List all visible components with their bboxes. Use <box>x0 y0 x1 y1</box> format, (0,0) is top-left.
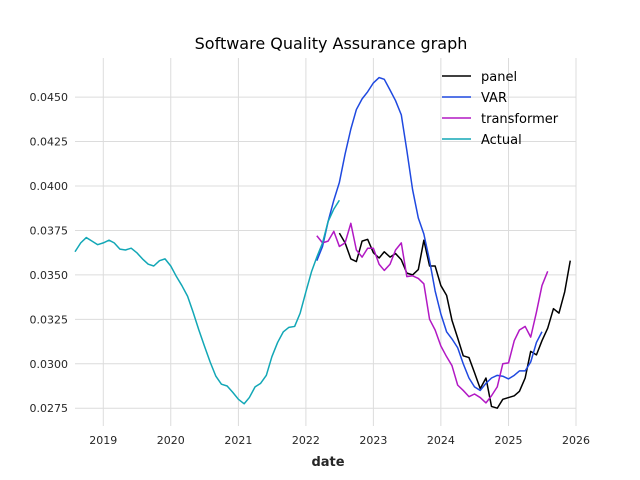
series-line-transformer <box>316 222 549 404</box>
legend-label-panel: panel <box>481 70 517 85</box>
legend-label-var: VAR <box>481 91 507 106</box>
y-tick-label: 0.0275 <box>30 402 69 415</box>
legend: panel VAR transformer Actual <box>442 70 559 148</box>
legend-label-actual: Actual <box>481 133 522 148</box>
y-tick-label: 0.0450 <box>30 91 69 104</box>
x-tick-label: 2021 <box>224 434 252 447</box>
y-axis-ticks: 0.0275 0.0300 0.0325 0.0350 0.0375 0.0400 0.04… <box>30 91 69 415</box>
y-tick-label: 0.0375 <box>30 224 69 237</box>
series-lines <box>74 76 572 409</box>
x-tick-label: 2023 <box>359 434 387 447</box>
x-axis-label: date <box>311 455 344 470</box>
x-tick-label: 2026 <box>562 434 590 447</box>
series-line-actual <box>74 199 341 405</box>
legend-label-transformer: transformer <box>481 112 559 127</box>
x-tick-label: 2025 <box>495 434 523 447</box>
series-line-var <box>316 76 543 392</box>
x-tick-label: 2024 <box>427 434 455 447</box>
chart-title: Software Quality Assurance graph <box>195 34 468 53</box>
y-tick-label: 0.0400 <box>30 180 69 193</box>
y-tick-label: 0.0325 <box>30 313 69 326</box>
x-axis-ticks: 2019 2020 2021 2022 2023 2024 2025 2026 <box>89 434 590 447</box>
x-tick-label: 2019 <box>89 434 117 447</box>
series-line-panel <box>338 232 572 409</box>
x-tick-label: 2020 <box>157 434 185 447</box>
y-tick-label: 0.0300 <box>30 358 69 371</box>
y-tick-label: 0.0350 <box>30 269 69 282</box>
x-tick-label: 2022 <box>292 434 320 447</box>
y-tick-label: 0.0425 <box>30 136 69 149</box>
